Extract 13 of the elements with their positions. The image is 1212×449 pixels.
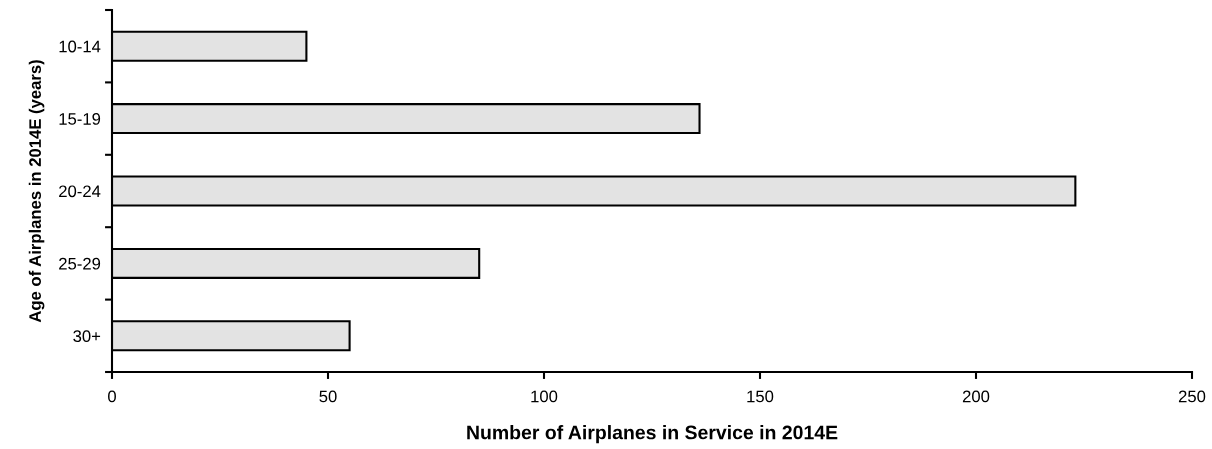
y-tick-label: 15-19 <box>59 113 101 125</box>
x-axis-title: Number of Airplanes in Service in 2014E <box>467 425 838 444</box>
x-tick-label: 200 <box>962 390 990 403</box>
y-tick-label: 30+ <box>73 330 101 342</box>
y-tick-label: 25-29 <box>59 257 101 270</box>
x-tick-label: 100 <box>531 390 558 403</box>
x-tick-label: 150 <box>747 390 774 403</box>
x-tick-label: 50 <box>319 390 337 403</box>
y-tick-label: 10-14 <box>59 40 101 53</box>
y-axis-title: Age of Airplanes in 2014E (years) <box>28 60 45 323</box>
y-tick-label: 20-24 <box>59 185 101 198</box>
x-tick-label: 250 <box>1178 390 1206 403</box>
x-tick-label: 0 <box>108 390 116 403</box>
